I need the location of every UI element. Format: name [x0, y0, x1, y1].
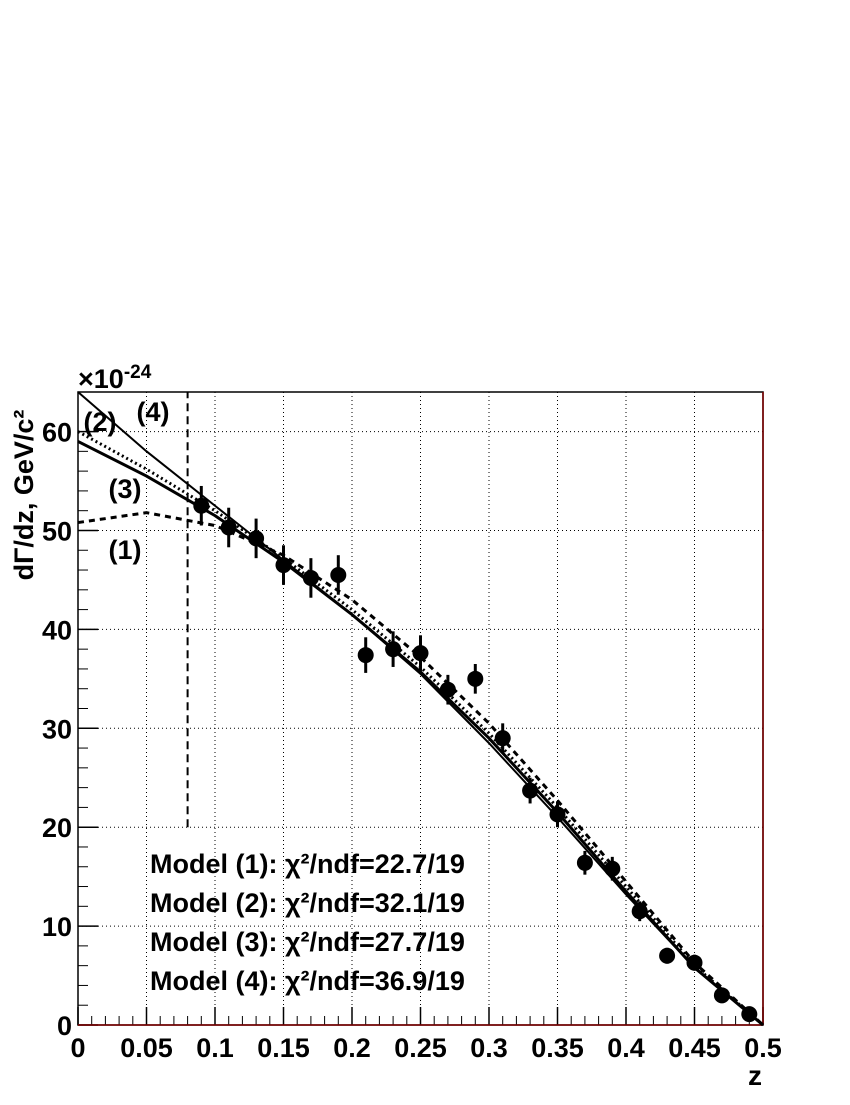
y-tick-label: 0 — [57, 1011, 72, 1041]
model-curve — [77, 440, 764, 1027]
data-point — [248, 530, 265, 547]
data-point — [275, 557, 292, 574]
x-tick-label: 0 — [70, 1033, 85, 1063]
y-multiplier: ×10-24 — [78, 362, 152, 394]
y-multiplier-exponent: -24 — [124, 362, 152, 383]
data-point — [686, 954, 703, 971]
data-point — [467, 670, 484, 687]
data-point — [522, 782, 539, 799]
y-tick-label: 30 — [42, 714, 72, 744]
x-tick-label: 0.35 — [531, 1033, 584, 1063]
data-point — [412, 645, 429, 662]
y-multiplier-base: ×10 — [78, 364, 124, 394]
x-tick-label: 0.1 — [196, 1033, 234, 1063]
fit-annotation: Model (2): χ²/ndf=32.1/19 — [150, 888, 465, 918]
curve-label: (4) — [137, 397, 170, 427]
y-tick-label: 10 — [42, 912, 72, 942]
x-tick-label: 0.45 — [668, 1033, 721, 1063]
data-point — [220, 519, 237, 536]
x-tick-label: 0.15 — [257, 1033, 310, 1063]
model-curve — [77, 511, 765, 1027]
x-tick-label: 0.25 — [394, 1033, 447, 1063]
y-tick-label: 40 — [42, 615, 72, 645]
data-point — [576, 854, 593, 871]
data-point — [302, 569, 319, 586]
x-tick-label: 0.2 — [333, 1033, 371, 1063]
data-point — [604, 860, 621, 877]
curve-label: (3) — [109, 474, 142, 504]
y-tick-label: 50 — [42, 516, 72, 546]
fit-annotation: Model (4): χ²/ndf=36.9/19 — [150, 966, 465, 996]
data-point — [549, 806, 566, 823]
data-point — [494, 730, 511, 747]
x-tick-label: 0.05 — [120, 1033, 173, 1063]
x-tick-label: 0.4 — [607, 1033, 645, 1063]
data-point — [659, 947, 676, 964]
x-tick-label: 0.3 — [470, 1033, 508, 1063]
y-tick-label: 20 — [42, 813, 72, 843]
y-axis-title: dΓ/dz, GeV/c² — [9, 410, 39, 581]
data-point — [741, 1006, 758, 1023]
y-tick-label: 60 — [42, 418, 72, 448]
data-point — [439, 681, 456, 698]
fit-annotation: Model (1): χ²/ndf=22.7/19 — [150, 849, 465, 879]
model-curve — [77, 391, 764, 1026]
data-point — [713, 987, 730, 1004]
data-point — [330, 566, 347, 583]
fit-annotation: Model (3): χ²/ndf=27.7/19 — [150, 927, 465, 957]
data-point — [193, 497, 210, 514]
data-point — [385, 641, 402, 658]
curve-label: (1) — [109, 535, 142, 565]
x-axis-title: z — [748, 1060, 762, 1091]
x-tick-label: 0.5 — [744, 1033, 782, 1063]
data-point — [631, 903, 648, 920]
data-point — [357, 647, 374, 664]
